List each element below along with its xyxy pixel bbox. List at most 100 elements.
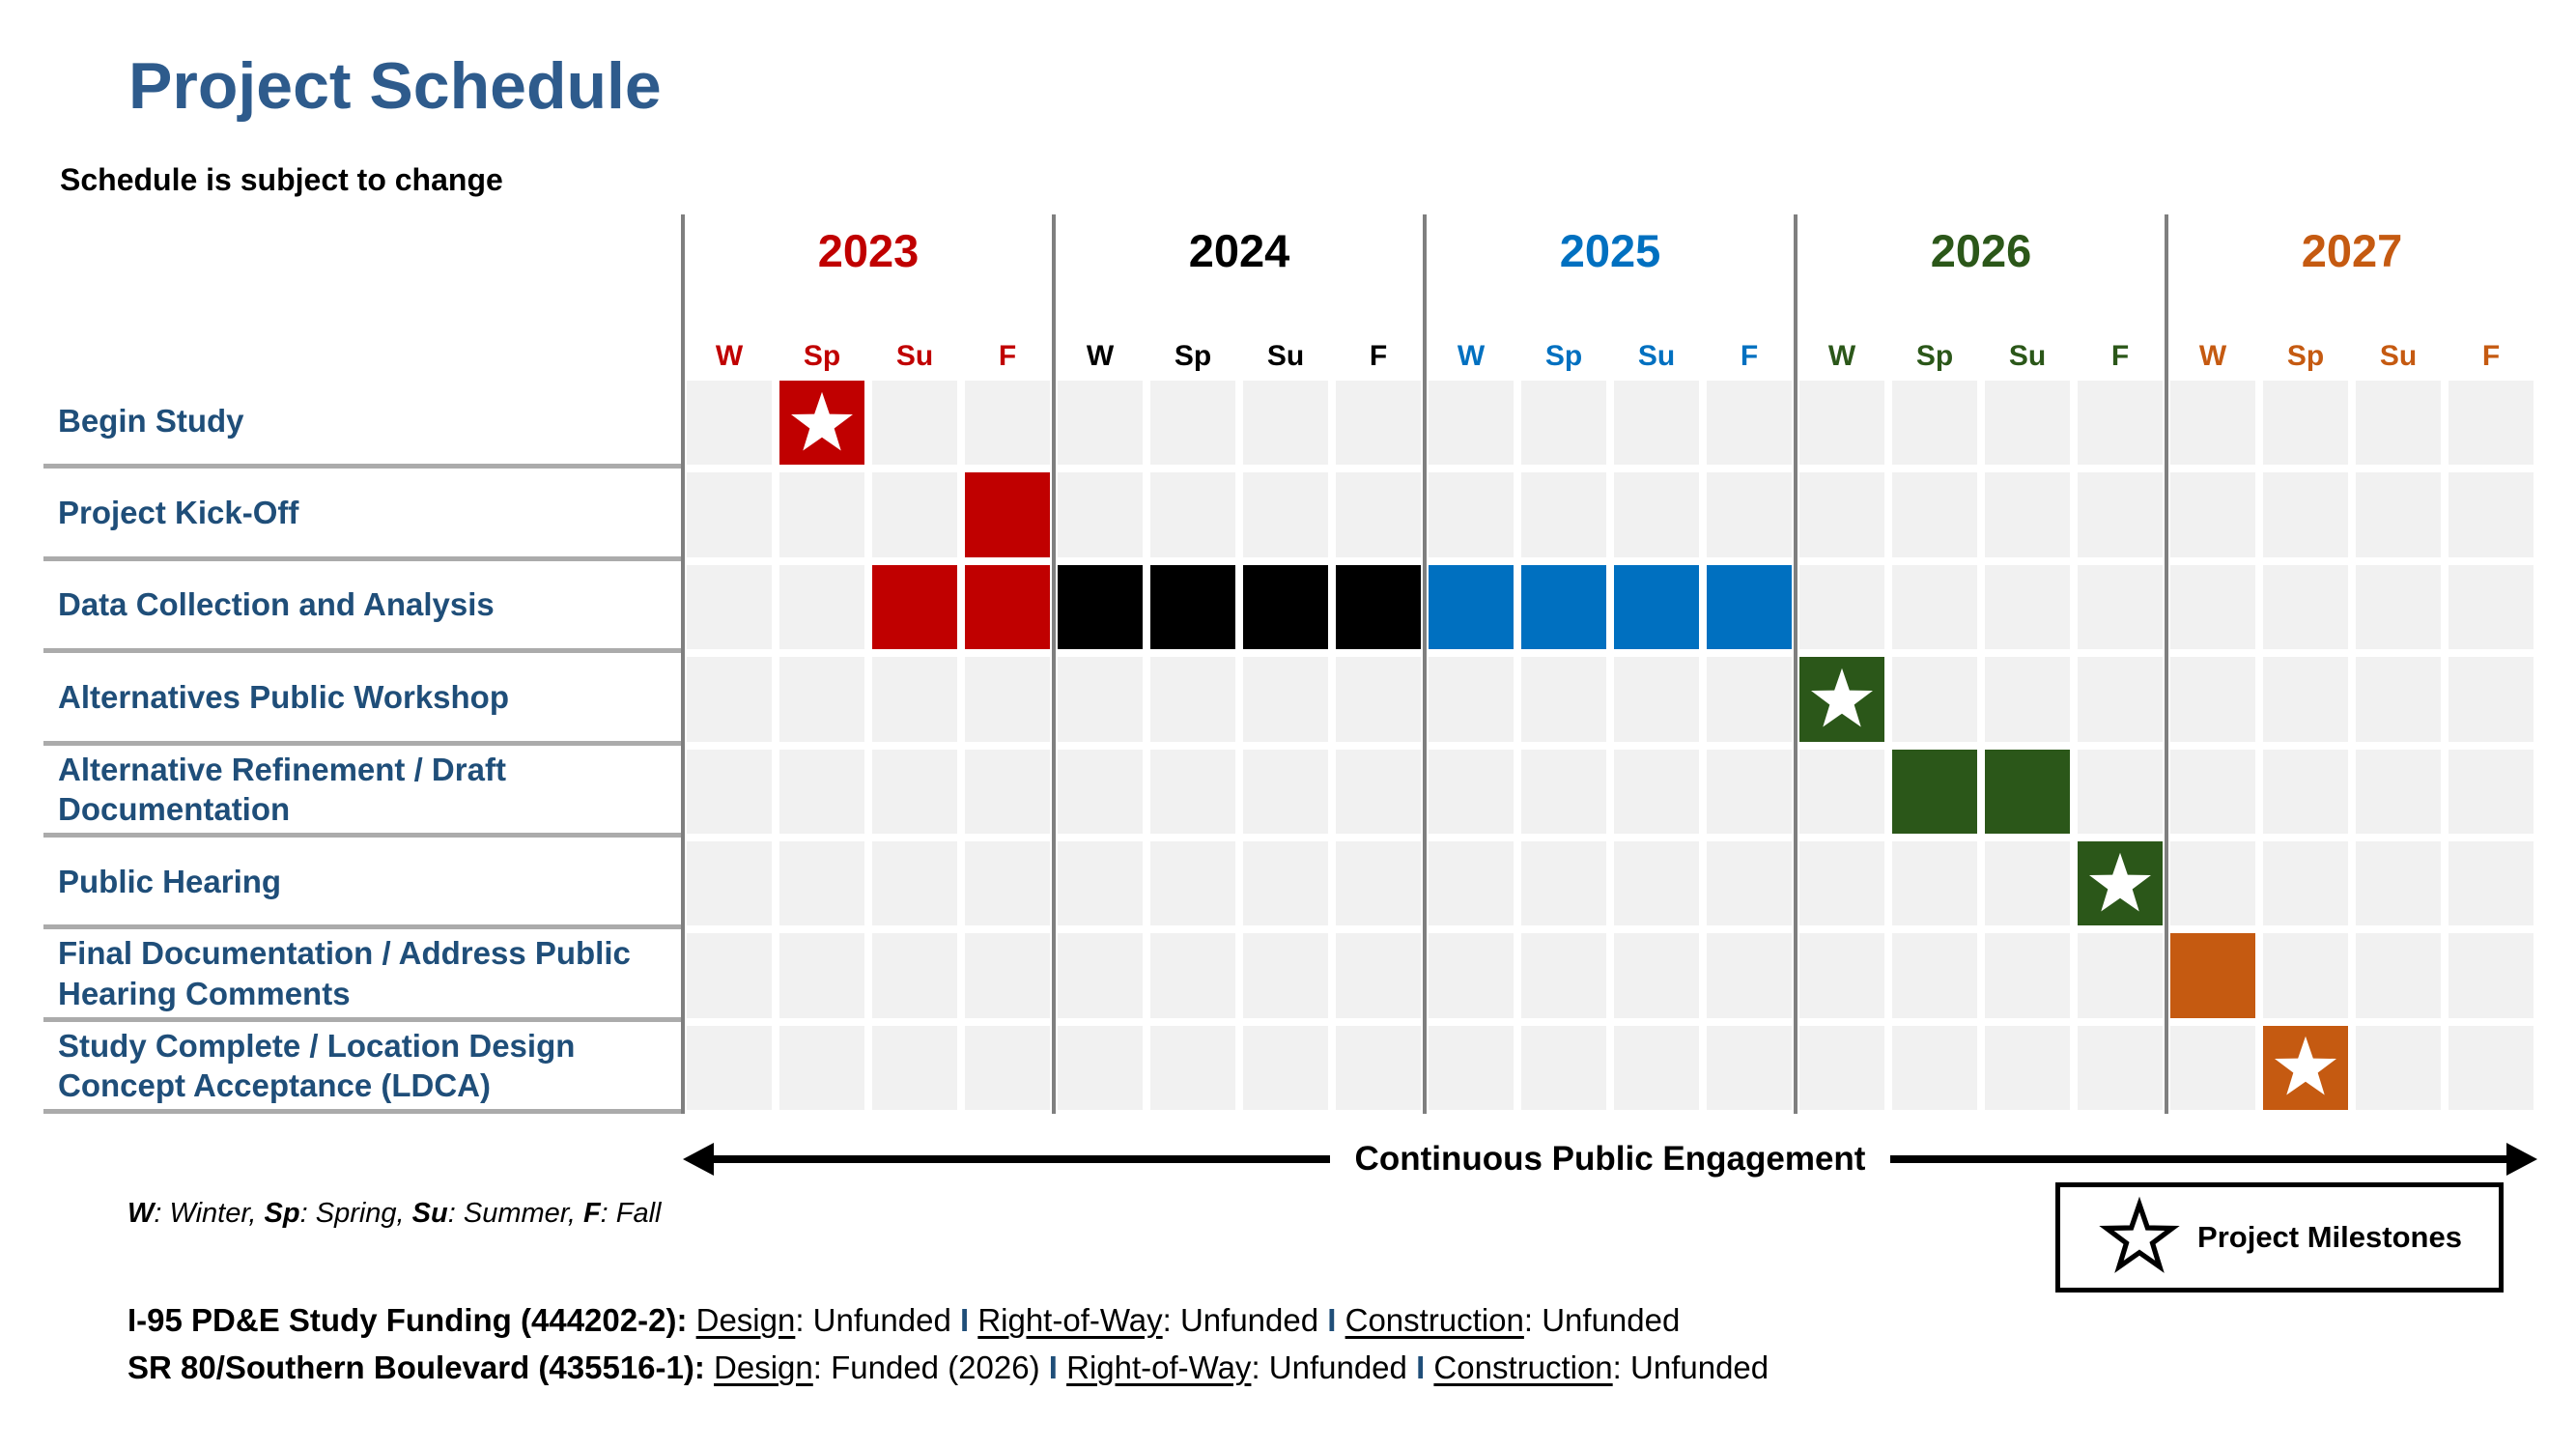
year-divider-line bbox=[681, 214, 685, 1114]
year-label: 2023 bbox=[817, 225, 920, 276]
grid-cell-fill bbox=[1243, 657, 1328, 742]
grid-cell-fill bbox=[2449, 933, 2534, 1018]
grid-cell bbox=[868, 653, 961, 745]
season-label: Sp bbox=[1544, 340, 1583, 372]
grid-cell bbox=[1517, 561, 1610, 653]
grid-cell bbox=[2445, 377, 2537, 469]
separator-bar: I bbox=[1416, 1350, 1426, 1385]
grid-cell bbox=[961, 838, 1054, 929]
grid-cell bbox=[1888, 561, 1981, 653]
grid-cell bbox=[1332, 746, 1425, 838]
separator-bar: I bbox=[1327, 1302, 1337, 1338]
grid-cell-fill bbox=[2170, 381, 2255, 466]
grid-cell-fill bbox=[1892, 381, 1977, 466]
grid-cell-fill bbox=[2078, 933, 2163, 1018]
grid-cell bbox=[1146, 1022, 1239, 1114]
grid-cell bbox=[1425, 377, 1517, 469]
grid-cell bbox=[2166, 746, 2259, 838]
grid-cell bbox=[1703, 377, 1796, 469]
grid-cell bbox=[1888, 377, 1981, 469]
season-label: Su bbox=[1266, 340, 1305, 372]
season-header-row: W Sp Su F bbox=[683, 340, 1054, 377]
grid-cell bbox=[1054, 561, 1146, 653]
season-label: W bbox=[1457, 340, 1486, 372]
row-cells bbox=[683, 653, 2537, 745]
grid-cell-fill bbox=[2449, 1025, 2534, 1111]
season-label: F bbox=[1740, 340, 1759, 372]
grid-cell-fill bbox=[2356, 1025, 2441, 1111]
grid-cell-fill bbox=[1058, 840, 1143, 926]
grid-cell bbox=[1146, 929, 1239, 1021]
grid-cell bbox=[683, 838, 776, 929]
grid-cell-fill bbox=[1985, 1025, 2070, 1111]
grid-cell-fill bbox=[1336, 381, 1421, 466]
grid-cell bbox=[1332, 561, 1425, 653]
season-header-row: W Sp Su F bbox=[2166, 340, 2537, 377]
arrow-right-icon bbox=[2506, 1143, 2537, 1176]
row-cells bbox=[683, 469, 2537, 560]
grid-cell-fill bbox=[1429, 381, 1514, 466]
grid-cell bbox=[868, 1022, 961, 1114]
grid-cell bbox=[2445, 469, 2537, 560]
grid-cell bbox=[2445, 561, 2537, 653]
grid-cell-fill bbox=[1058, 657, 1143, 742]
grid-cell bbox=[2074, 746, 2166, 838]
schedule-bar-cell bbox=[965, 472, 1050, 557]
grid-cell-fill bbox=[2263, 472, 2348, 557]
grid-cell bbox=[2074, 377, 2166, 469]
grid-cell bbox=[1239, 469, 1332, 560]
grid-cell-fill bbox=[1521, 472, 1606, 557]
grid-cell bbox=[2259, 469, 2352, 560]
grid-cell bbox=[1146, 746, 1239, 838]
grid-cell-fill bbox=[1892, 1025, 1977, 1111]
grid-cell bbox=[868, 469, 961, 560]
grid-cell bbox=[961, 929, 1054, 1021]
grid-cell-fill bbox=[1429, 657, 1514, 742]
grid-cell-fill bbox=[1614, 472, 1699, 557]
year-label: 2026 bbox=[1930, 225, 2032, 276]
grid-cell-fill bbox=[1614, 749, 1699, 834]
grid-cell bbox=[2445, 838, 2537, 929]
milestone-legend: Project Milestones bbox=[2055, 1182, 2504, 1293]
table-row: Public Hearing bbox=[43, 838, 2537, 930]
season-label: F bbox=[2110, 340, 2130, 372]
grid-cell-fill bbox=[2449, 657, 2534, 742]
grid-cell-fill bbox=[1707, 840, 1792, 926]
grid-cell bbox=[1610, 929, 1703, 1021]
season-label: Sp bbox=[1174, 340, 1212, 372]
grid-cell-fill bbox=[1799, 472, 1884, 557]
grid-cell bbox=[1981, 469, 2074, 560]
grid-cell-fill bbox=[1985, 564, 2070, 650]
grid-cell bbox=[1146, 838, 1239, 929]
grid-cell-fill bbox=[2263, 564, 2348, 650]
season-label: Sp bbox=[2286, 340, 2325, 372]
grid-cell bbox=[1517, 377, 1610, 469]
row-cells bbox=[683, 1022, 2537, 1114]
grid-cell-fill bbox=[1243, 1025, 1328, 1111]
grid-cell bbox=[776, 1022, 868, 1114]
grid-cell-fill bbox=[872, 933, 957, 1018]
funding-notes: I-95 PD&E Study Funding (444202-2): Desi… bbox=[127, 1296, 1769, 1391]
grid-cell-fill bbox=[2263, 840, 2348, 926]
grid-cell bbox=[1517, 653, 1610, 745]
grid-cell-fill bbox=[1336, 1025, 1421, 1111]
grid-cell-fill bbox=[2170, 1025, 2255, 1111]
grid-cell bbox=[1146, 561, 1239, 653]
schedule-chart: 2023 W Sp Su F 2024 W Sp Su F 2025 W Sp Su F 2026 W Sp Su F… bbox=[43, 214, 2537, 1115]
year-divider-line bbox=[1794, 214, 1798, 1114]
grid-cell bbox=[868, 746, 961, 838]
grid-cell bbox=[2352, 838, 2445, 929]
grid-cell bbox=[868, 838, 961, 929]
grid-cell-fill bbox=[965, 1025, 1050, 1111]
grid-cell bbox=[1703, 746, 1796, 838]
grid-cell bbox=[776, 653, 868, 745]
grid-cell-fill bbox=[2356, 381, 2441, 466]
grid-cell bbox=[1888, 746, 1981, 838]
grid-cell-fill bbox=[2449, 840, 2534, 926]
grid-cell-fill bbox=[1799, 564, 1884, 650]
grid-cell bbox=[1054, 929, 1146, 1021]
milestone-star-outline-icon bbox=[2099, 1196, 2180, 1273]
grid-cell-fill bbox=[965, 933, 1050, 1018]
grid-cell bbox=[2166, 469, 2259, 560]
grid-cell bbox=[1517, 838, 1610, 929]
